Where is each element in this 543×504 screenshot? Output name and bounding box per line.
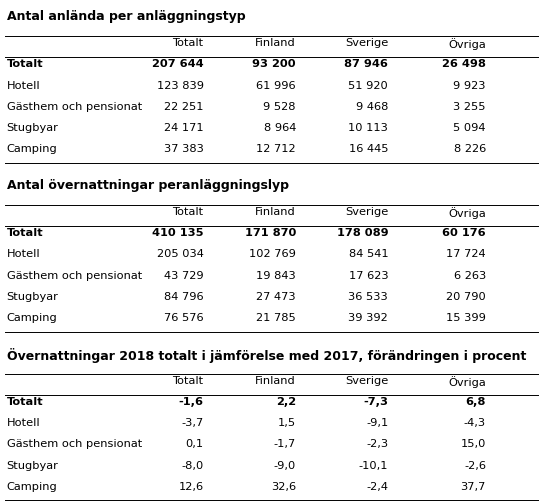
Text: Camping: Camping <box>7 482 57 492</box>
Text: Totalt: Totalt <box>173 38 204 48</box>
Text: 410 135: 410 135 <box>152 228 204 238</box>
Text: 76 576: 76 576 <box>164 313 204 323</box>
Text: Hotell: Hotell <box>7 81 40 91</box>
Text: 60 176: 60 176 <box>443 228 486 238</box>
Text: Totalt: Totalt <box>173 376 204 386</box>
Text: Camping: Camping <box>7 144 57 154</box>
Text: 15,0: 15,0 <box>460 439 486 450</box>
Text: Finland: Finland <box>255 376 296 386</box>
Text: -8,0: -8,0 <box>181 461 204 471</box>
Text: 17 724: 17 724 <box>446 249 486 260</box>
Text: 5 094: 5 094 <box>453 123 486 133</box>
Text: 39 392: 39 392 <box>349 313 388 323</box>
Text: 2,2: 2,2 <box>276 397 296 407</box>
Text: Sverige: Sverige <box>345 376 388 386</box>
Text: 12 712: 12 712 <box>256 144 296 154</box>
Text: 51 920: 51 920 <box>349 81 388 91</box>
Text: 61 996: 61 996 <box>256 81 296 91</box>
Text: 15 399: 15 399 <box>446 313 486 323</box>
Text: Finland: Finland <box>255 38 296 48</box>
Text: 0,1: 0,1 <box>186 439 204 450</box>
Text: 9 923: 9 923 <box>453 81 486 91</box>
Text: 27 473: 27 473 <box>256 292 296 302</box>
Text: 21 785: 21 785 <box>256 313 296 323</box>
Text: -1,6: -1,6 <box>179 397 204 407</box>
Text: 22 251: 22 251 <box>164 102 204 112</box>
Text: Stugbyar: Stugbyar <box>7 461 59 471</box>
Text: Stugbyar: Stugbyar <box>7 123 59 133</box>
Text: Totalt: Totalt <box>7 59 43 70</box>
Text: 102 769: 102 769 <box>249 249 296 260</box>
Text: Övriga: Övriga <box>448 38 486 50</box>
Text: 8 964: 8 964 <box>263 123 296 133</box>
Text: 17 623: 17 623 <box>349 271 388 281</box>
Text: Antal anlända per anläggningstyp: Antal anlända per anläggningstyp <box>7 10 245 23</box>
Text: -2,3: -2,3 <box>366 439 388 450</box>
Text: -7,3: -7,3 <box>363 397 388 407</box>
Text: -9,1: -9,1 <box>366 418 388 428</box>
Text: -4,3: -4,3 <box>464 418 486 428</box>
Text: 19 843: 19 843 <box>256 271 296 281</box>
Text: -3,7: -3,7 <box>181 418 204 428</box>
Text: Gästhem och pensionat: Gästhem och pensionat <box>7 102 142 112</box>
Text: Stugbyar: Stugbyar <box>7 292 59 302</box>
Text: Sverige: Sverige <box>345 207 388 217</box>
Text: Övriga: Övriga <box>448 207 486 219</box>
Text: -2,6: -2,6 <box>464 461 486 471</box>
Text: 9 468: 9 468 <box>356 102 388 112</box>
Text: 9 528: 9 528 <box>263 102 296 112</box>
Text: 1,5: 1,5 <box>278 418 296 428</box>
Text: 207 644: 207 644 <box>152 59 204 70</box>
Text: Gästhem och pensionat: Gästhem och pensionat <box>7 439 142 450</box>
Text: 36 533: 36 533 <box>349 292 388 302</box>
Text: -10,1: -10,1 <box>359 461 388 471</box>
Text: 12,6: 12,6 <box>179 482 204 492</box>
Text: 16 445: 16 445 <box>349 144 388 154</box>
Text: 6,8: 6,8 <box>465 397 486 407</box>
Text: 171 870: 171 870 <box>244 228 296 238</box>
Text: 32,6: 32,6 <box>271 482 296 492</box>
Text: 20 790: 20 790 <box>446 292 486 302</box>
Text: 84 796: 84 796 <box>164 292 204 302</box>
Text: Finland: Finland <box>255 207 296 217</box>
Text: Totalt: Totalt <box>7 228 43 238</box>
Text: 26 498: 26 498 <box>442 59 486 70</box>
Text: 3 255: 3 255 <box>453 102 486 112</box>
Text: Hotell: Hotell <box>7 418 40 428</box>
Text: 37,7: 37,7 <box>460 482 486 492</box>
Text: Sverige: Sverige <box>345 38 388 48</box>
Text: 10 113: 10 113 <box>349 123 388 133</box>
Text: Totalt: Totalt <box>7 397 43 407</box>
Text: 178 089: 178 089 <box>337 228 388 238</box>
Text: 6 263: 6 263 <box>454 271 486 281</box>
Text: Övernattningar 2018 totalt i jämförelse med 2017, förändringen i procent: Övernattningar 2018 totalt i jämförelse … <box>7 348 526 363</box>
Text: Camping: Camping <box>7 313 57 323</box>
Text: 43 729: 43 729 <box>164 271 204 281</box>
Text: Hotell: Hotell <box>7 249 40 260</box>
Text: 205 034: 205 034 <box>157 249 204 260</box>
Text: 24 171: 24 171 <box>164 123 204 133</box>
Text: 8 226: 8 226 <box>454 144 486 154</box>
Text: 37 383: 37 383 <box>164 144 204 154</box>
Text: -1,7: -1,7 <box>274 439 296 450</box>
Text: 123 839: 123 839 <box>156 81 204 91</box>
Text: -9,0: -9,0 <box>274 461 296 471</box>
Text: Totalt: Totalt <box>173 207 204 217</box>
Text: -2,4: -2,4 <box>366 482 388 492</box>
Text: Övriga: Övriga <box>448 376 486 388</box>
Text: Antal övernattningar peranläggningslyp: Antal övernattningar peranläggningslyp <box>7 179 288 192</box>
Text: 84 541: 84 541 <box>349 249 388 260</box>
Text: Gästhem och pensionat: Gästhem och pensionat <box>7 271 142 281</box>
Text: 93 200: 93 200 <box>252 59 296 70</box>
Text: 87 946: 87 946 <box>344 59 388 70</box>
